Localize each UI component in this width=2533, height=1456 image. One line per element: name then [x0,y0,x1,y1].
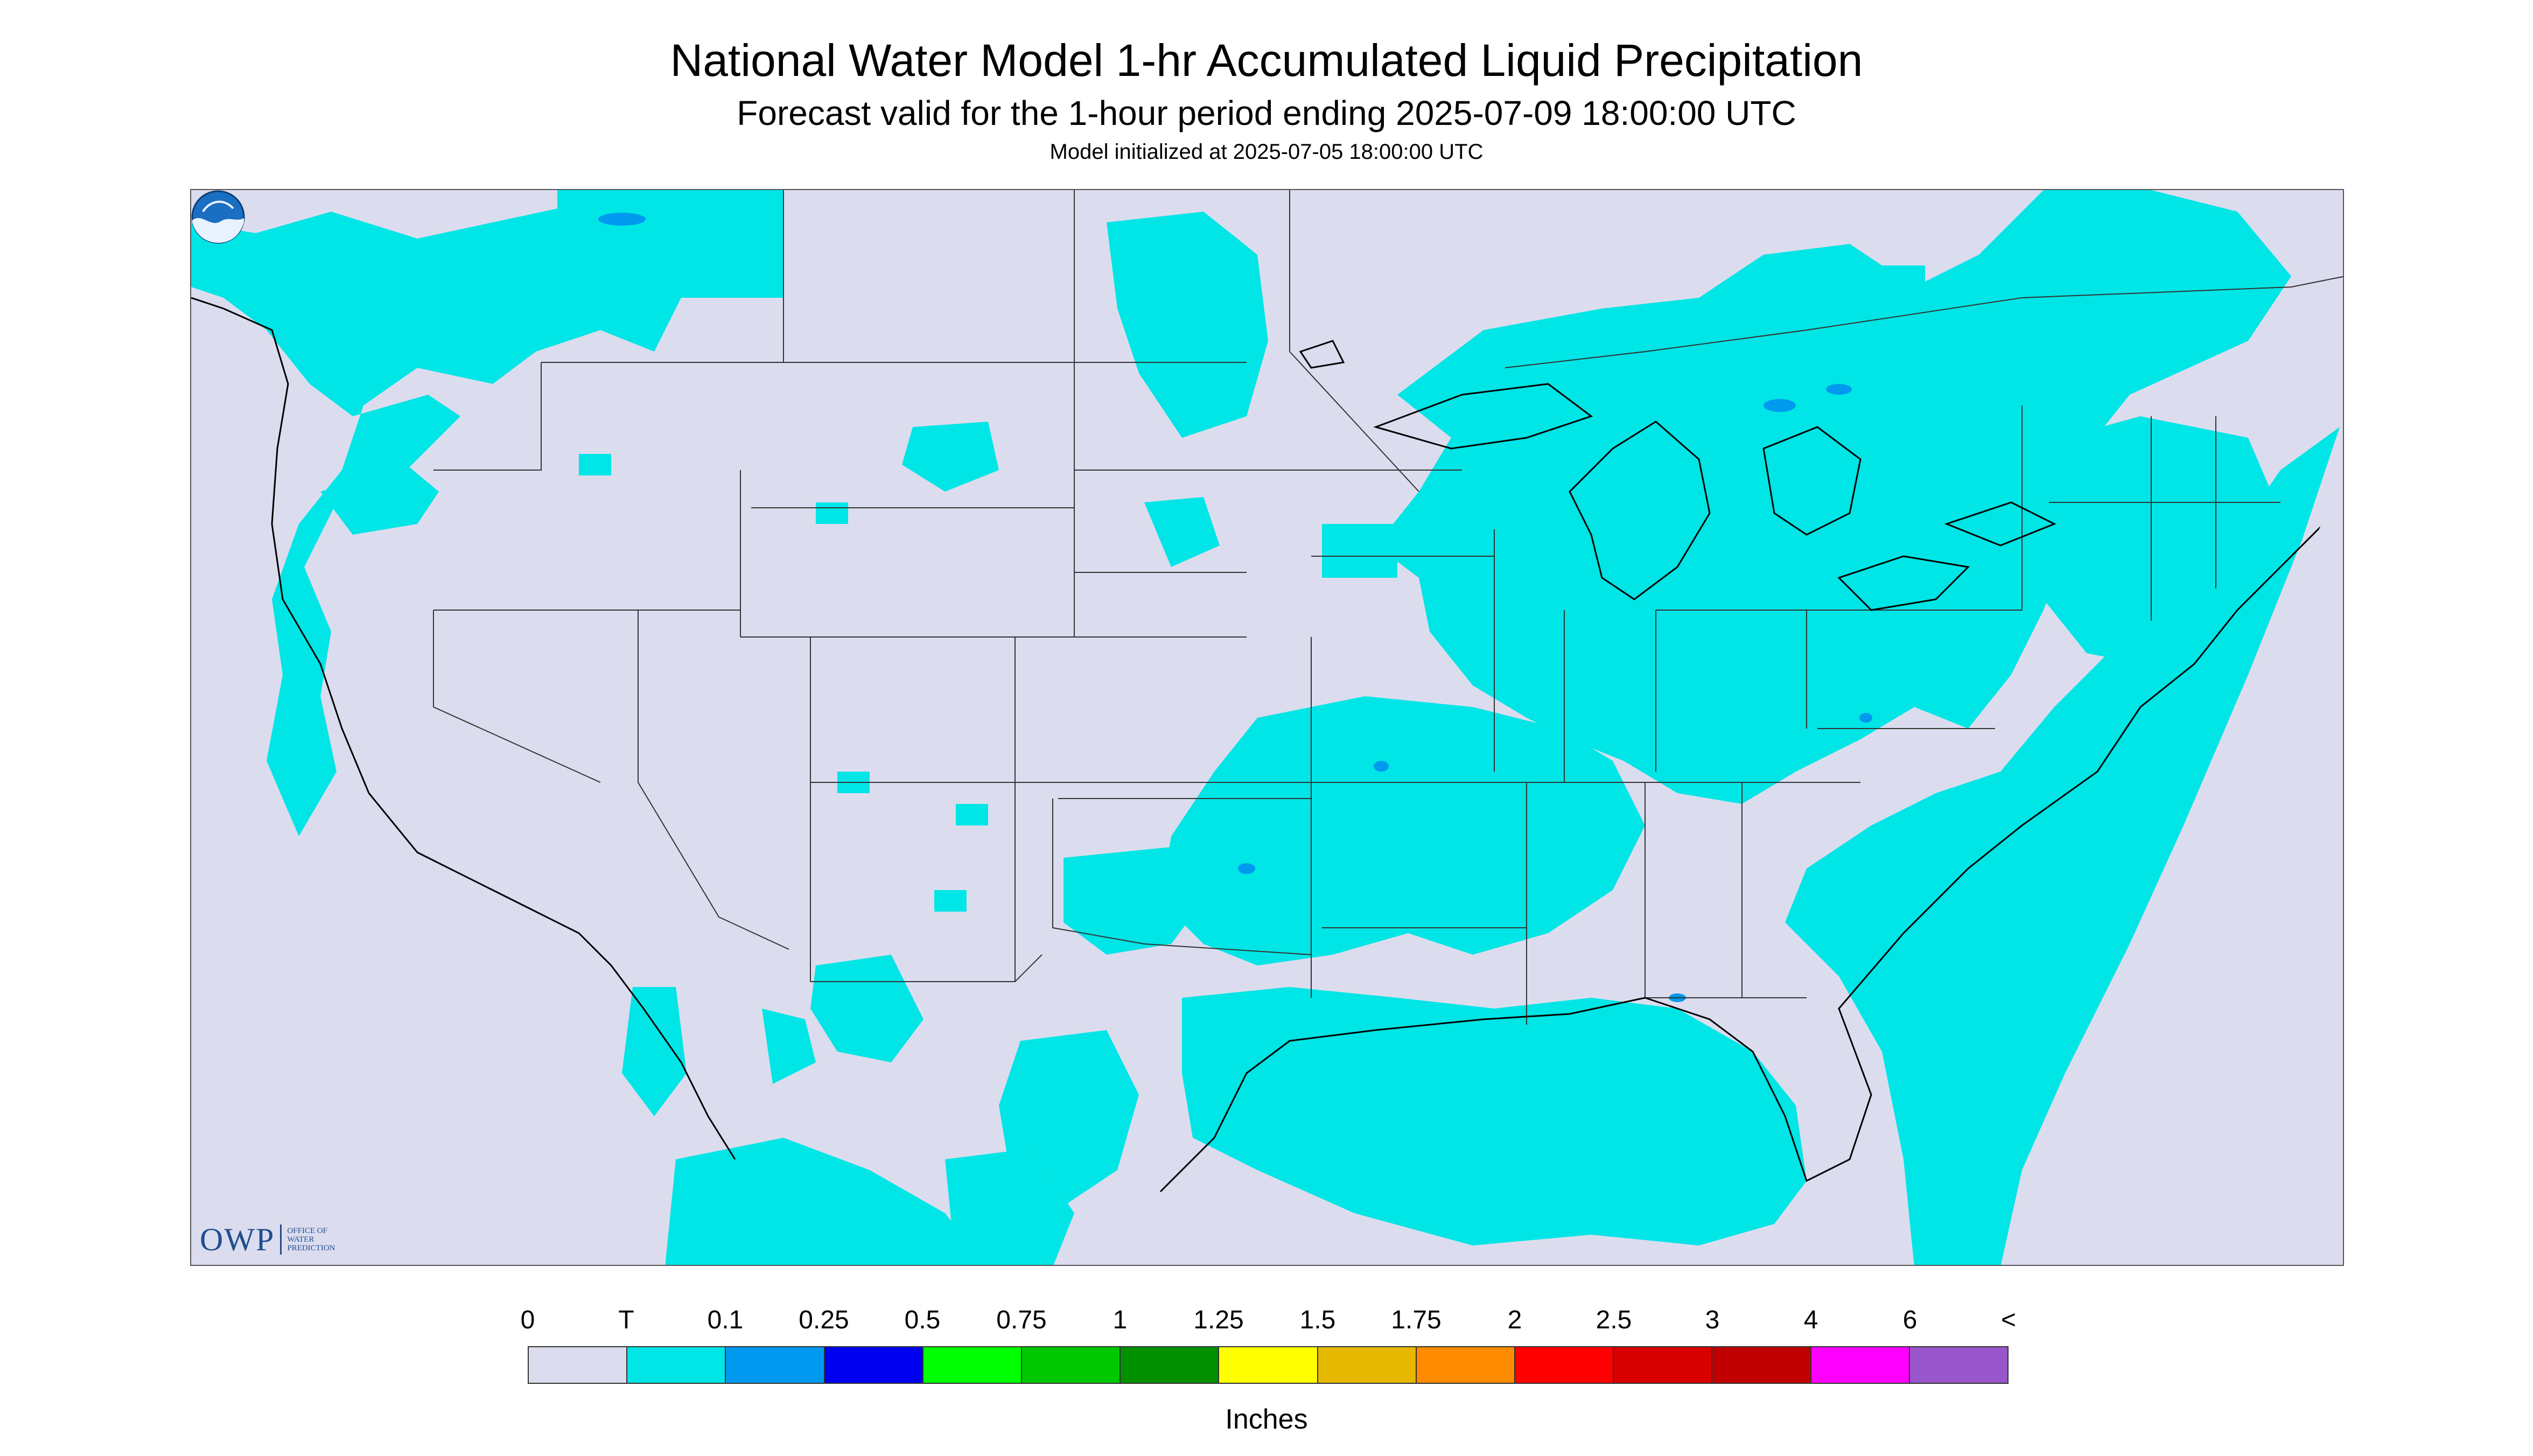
legend-swatch [1909,1347,2008,1383]
model-init-line: Model initialized at 2025-07-05 18:00:00… [1049,140,1484,164]
legend-tick-label: 0.1 [707,1306,744,1334]
owp-logo-text: Office of Water Prediction [287,1227,335,1252]
legend-tick-label: 2.5 [1596,1306,1632,1334]
legend-tick-label: 1.5 [1299,1306,1336,1334]
legend-swatch [1712,1347,1811,1383]
out-of-domain-areas [191,465,2343,1265]
legend-tick-label: 1.25 [1193,1306,1244,1334]
legend-tick-label: 6 [1902,1306,1918,1334]
owp-logo-line: Prediction [287,1244,335,1252]
legend-tick-label: 2 [1507,1306,1522,1334]
light-precip-spots [598,213,1872,1002]
legend-swatch [1614,1347,1713,1383]
legend-units-label: Inches [1225,1404,1308,1435]
legend-tick-label: 1 [1112,1306,1128,1334]
legend-swatch [1022,1347,1121,1383]
legend-tick-label: < [2000,1306,2017,1334]
legend-swatch [1121,1347,1220,1383]
map-canvas [191,190,2343,1265]
legend-swatch [1811,1347,1910,1383]
legend-swatch [923,1347,1023,1383]
legend-swatch [1219,1347,1318,1383]
legend-swatch [1515,1347,1614,1383]
noaa-logo [191,190,245,244]
state-borders [433,190,2343,1025]
legend-swatch [824,1347,923,1383]
legend-tick-label: T [618,1306,634,1334]
trace-precip-areas [191,190,2340,1265]
precipitation-map: OWP Office of Water Prediction [190,189,2344,1266]
legend-swatch [627,1347,726,1383]
owp-logo: OWP Office of Water Prediction [200,1221,335,1258]
legend-swatch [726,1347,825,1383]
legend-swatch [1416,1347,1516,1383]
owp-logo-line: Water [287,1235,314,1244]
legend-tick-label: 0 [520,1306,535,1334]
owp-logo-mark: OWP [200,1221,275,1257]
legend-tick-label: 1.75 [1391,1306,1442,1334]
legend-tick-label: 4 [1803,1306,1818,1334]
legend-tick-label: 0.5 [904,1306,941,1334]
coastlines [191,297,2335,1193]
legend-swatch [529,1347,628,1383]
legend-swatch [1318,1347,1417,1383]
map-subtitle: Forecast valid for the 1-hour period end… [737,94,1796,132]
legend-tick-label: 0.25 [799,1306,849,1334]
legend-color-bar [528,1346,2009,1384]
legend-tick-label: 3 [1705,1306,1720,1334]
owp-logo-line: Office of [287,1227,327,1235]
map-title: National Water Model 1-hr Accumulated Li… [670,35,1863,86]
owp-logo-separator [280,1224,282,1255]
legend-tick-label: 0.75 [996,1306,1047,1334]
